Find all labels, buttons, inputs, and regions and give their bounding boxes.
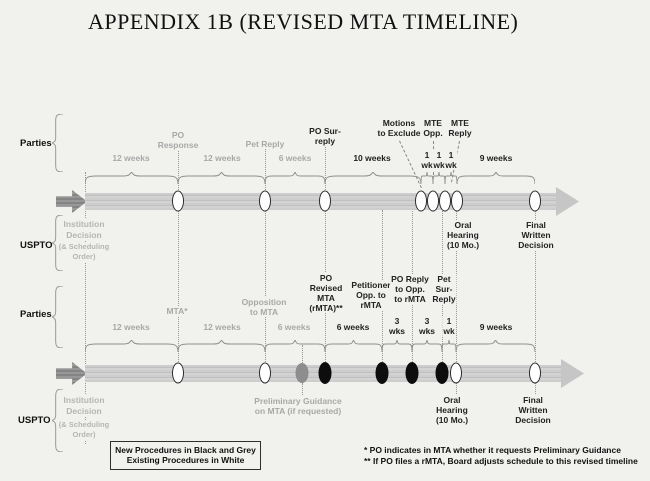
institution-decision-label-bottom: Institution Decision: [62, 395, 106, 417]
event-label-petitioner-opp: Petitioner Opp. to rMTA: [350, 280, 392, 310]
event-label-motions-to-exclude: Motions to Exclude: [376, 118, 422, 138]
duration-label: 3 wks: [387, 316, 407, 336]
duration-brace: [382, 340, 412, 352]
duration-brace: [178, 340, 265, 352]
duration-brace: [85, 172, 178, 184]
event-marker-opposition-to-mta: [259, 362, 271, 384]
dotted-connector: [85, 172, 86, 444]
event-marker-mte-reply: [439, 190, 451, 212]
footnote-2: ** If PO files a rMTA, Board adjusts sch…: [364, 456, 638, 466]
footnote-1: * PO indicates in MTA whether it request…: [364, 445, 621, 455]
event-label-oral-hearing-top: Oral Hearing (10 Mo.): [445, 220, 481, 250]
duration-label: 6 weeks: [335, 322, 371, 332]
duration-brace: [421, 172, 433, 184]
event-label-pet-reply: Pet Reply: [244, 139, 286, 149]
dotted-connector: [265, 147, 266, 374]
duration-brace: [85, 340, 178, 352]
timeline1-arrowhead: [556, 187, 579, 216]
event-marker-mte-opp: [427, 190, 439, 212]
duration-label: 1 wk: [420, 150, 434, 170]
event-label-final-written-decision-bottom: Final Written Decision: [514, 395, 552, 425]
legend-line-1: New Procedures in Black and Grey: [115, 445, 256, 455]
duration-label: 9 weeks: [478, 153, 514, 163]
event-marker-petitioner-opp: [375, 362, 389, 384]
timeline2-arrowhead: [561, 359, 584, 388]
event-label-preliminary-guidance: Preliminary Guidance on MTA (if requeste…: [253, 396, 343, 416]
duration-brace: [265, 172, 325, 184]
uspto-brace-bottom: [52, 389, 63, 452]
event-marker-oral-hearing-top: [451, 190, 463, 212]
legend-line-2: Existing Procedures in White: [126, 454, 245, 465]
duration-label: 1 wk: [432, 150, 446, 170]
duration-label: 12 weeks: [111, 322, 151, 332]
duration-brace: [265, 340, 325, 352]
dotted-connector: [302, 383, 303, 397]
duration-brace: [325, 172, 421, 184]
event-label-mte-opp: MTE Opp.: [422, 118, 444, 138]
event-label-po-surreply: PO Sur- reply: [308, 126, 342, 146]
event-marker-po-response: [172, 190, 184, 212]
duration-label: 12 weeks: [202, 322, 242, 332]
parties-label-bottom: Parties: [20, 309, 52, 320]
legend-box: New Procedures in Black and Grey Existin…: [110, 441, 261, 470]
parties-brace-bottom: [52, 286, 63, 348]
event-label-po-revised-mta: PO Revised MTA (rMTA)**: [308, 273, 344, 313]
event-marker-pet-reply: [259, 190, 271, 212]
duration-brace: [457, 172, 535, 184]
parties-brace-top: [52, 114, 63, 172]
event-label-final-written-decision-top: Final Written Decision: [517, 220, 555, 250]
institution-decision-label-top: Institution Decision: [62, 219, 106, 241]
scheduling-order-label-top: (& Scheduling Order): [57, 242, 111, 262]
scheduling-order-label-bottom: (& Scheduling Order): [57, 420, 111, 440]
parties-label-top: Parties: [20, 138, 52, 149]
dotted-connector: [302, 345, 303, 365]
event-label-pet-surreply: Pet Sur- Reply: [431, 274, 457, 304]
uspto-label-top: USPTO: [20, 240, 53, 251]
timeline1-start-arrow: [56, 190, 87, 213]
event-label-po-response: PO Response: [156, 130, 200, 150]
event-marker-final-written-decision-top: [529, 190, 541, 212]
event-label-mte-reply: MTE Reply: [447, 118, 473, 138]
event-marker-pet-surreply: [435, 362, 449, 384]
duration-brace: [456, 340, 535, 352]
duration-label: 6 weeks: [276, 322, 312, 332]
timeline2-start-arrow: [56, 362, 87, 385]
event-label-mta: MTA*: [165, 306, 189, 316]
dotted-connector: [535, 210, 536, 396]
event-label-opposition-to-mta: Opposition to MTA: [240, 297, 288, 317]
event-marker-motions-to-exclude: [415, 190, 427, 212]
event-marker-preliminary-guidance: [295, 363, 309, 383]
duration-label: 1 wk: [442, 316, 456, 336]
uspto-brace-top: [52, 215, 63, 271]
duration-label: 3 wks: [417, 316, 437, 336]
event-marker-mta: [172, 362, 184, 384]
event-label-po-reply: PO Reply to Opp. to rMTA: [390, 274, 430, 304]
duration-label: 6 weeks: [277, 153, 313, 163]
duration-label: 9 weeks: [478, 322, 514, 332]
dotted-connector: [178, 147, 179, 374]
dotted-connector: [325, 147, 326, 374]
event-marker-final-written-decision-bottom: [529, 362, 541, 384]
duration-brace: [442, 340, 456, 352]
event-marker-po-surreply: [319, 190, 331, 212]
duration-label: 12 weeks: [111, 153, 151, 163]
event-marker-po-revised-mta: [318, 362, 332, 384]
duration-brace: [325, 340, 382, 352]
duration-label: 1 wk: [444, 150, 458, 170]
page-title: APPENDIX 1B (REVISED MTA TIMELINE): [88, 9, 519, 34]
duration-brace: [412, 340, 442, 352]
event-marker-po-reply: [405, 362, 419, 384]
uspto-label-bottom: USPTO: [18, 415, 51, 426]
event-label-oral-hearing-bottom: Oral Hearing (10 Mo.): [434, 395, 470, 425]
duration-brace: [433, 172, 445, 184]
event-marker-oral-hearing-bottom: [450, 362, 462, 384]
duration-label: 12 weeks: [202, 153, 242, 163]
duration-label: 10 weeks: [352, 153, 392, 163]
duration-brace: [178, 172, 265, 184]
duration-brace: [445, 172, 457, 184]
